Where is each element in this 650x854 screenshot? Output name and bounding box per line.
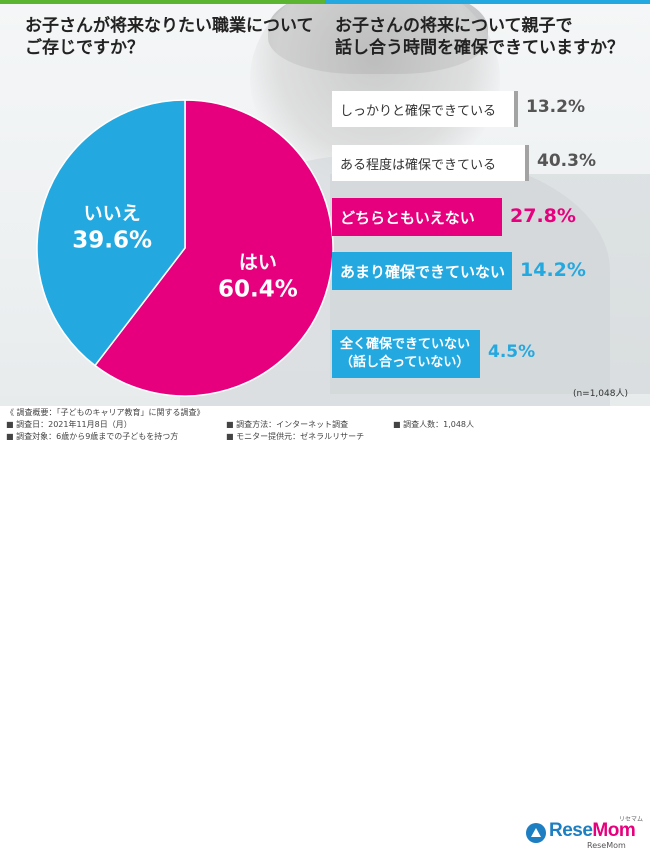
bar-value-4: 4.5% <box>488 342 536 362</box>
left-question-line-1: お子さんが将来なりたい職業について <box>25 16 314 36</box>
bar-value-3: 14.2% <box>520 259 586 281</box>
resemom-logo: ReseMom リセマム ReseMom <box>521 814 649 854</box>
bar-value-1: 40.3% <box>537 151 596 171</box>
bar-label-line: あまり確保できていない <box>340 262 506 281</box>
bar-label-line: しっかりと確保できている <box>340 103 497 119</box>
top-accent-green <box>0 0 325 4</box>
sample-size-note: (n=1,048人) <box>572 389 628 399</box>
bar-2: どちらともいえない <box>332 198 502 236</box>
bar-label-0: しっかりと確保できている <box>332 100 496 119</box>
bar-label-3: あまり確保できていない <box>332 261 505 282</box>
bar-3: あまり確保できていない <box>332 252 512 290</box>
bar-chart: しっかりと確保できている 13.2% ある程度は確保できている 40.3% どちらともい… <box>332 0 650 406</box>
right-question-line-1: お子さんの将来について親子で <box>335 16 573 36</box>
logo-ruby: リセマム <box>619 816 644 823</box>
bar-1: ある程度は確保できている <box>332 145 529 181</box>
footer: 《 調査概要：「子どものキャリア教育」に関する調査》 ■ 調査日：2021年11… <box>0 406 650 850</box>
bar-label-2: どちらともいえない <box>332 207 475 228</box>
logo-mark-icon <box>526 823 546 843</box>
bar-label-1: ある程度は確保できている <box>332 154 496 173</box>
footer-date: ■ 調査日：2021年11月8日（月） <box>6 420 132 429</box>
left-question-line-2: ご存じですか？ <box>25 38 144 58</box>
pie-chart: はい 60.4% いいえ 39.6% <box>36 99 334 397</box>
pie-label-1: いいえ <box>84 202 141 224</box>
bar-label-4: 全く確保できていない （話し合っていない） <box>332 336 470 372</box>
footer-count: ■ 調査人数：1,048人 <box>393 420 475 429</box>
right-question-line-2: 話し合う時間を確保できていますか？ <box>335 38 624 58</box>
top-accent-bar <box>0 0 650 4</box>
bar-value-2: 27.8% <box>510 205 576 227</box>
bar-label-line: （話し合っていない） <box>340 355 470 370</box>
footer-method: ■ 調査方法：インターネット調査 <box>226 420 349 429</box>
bar-label-line: 全く確保できていない <box>340 337 471 352</box>
top-accent-blue <box>325 0 650 4</box>
bar-value-0: 13.2% <box>526 97 585 117</box>
pie-slice-0 <box>93 99 334 397</box>
footer-overview: 《 調査概要：「子どものキャリア教育」に関する調査》 <box>6 408 205 417</box>
pie-label-0: はい <box>239 252 277 274</box>
bar-label-line: どちらともいえない <box>340 208 475 227</box>
logo-wordmark: ReseMom <box>549 820 636 841</box>
footer-target: ■ 調査対象：6歳から9歳までの子どもを持つ方 <box>6 432 179 441</box>
bar-label-line: ある程度は確保できている <box>340 157 497 173</box>
pie-value-1: 39.6% <box>72 227 152 253</box>
logo-subtext: ReseMom <box>587 841 626 850</box>
pie-slice-1 <box>36 99 186 367</box>
pie-value-0: 60.4% <box>218 277 298 303</box>
bar-4: 全く確保できていない （話し合っていない） <box>332 330 480 378</box>
footer-provider: ■ モニター提供元：ゼネラルリサーチ <box>226 432 365 441</box>
bar-0: しっかりと確保できている <box>332 91 518 127</box>
